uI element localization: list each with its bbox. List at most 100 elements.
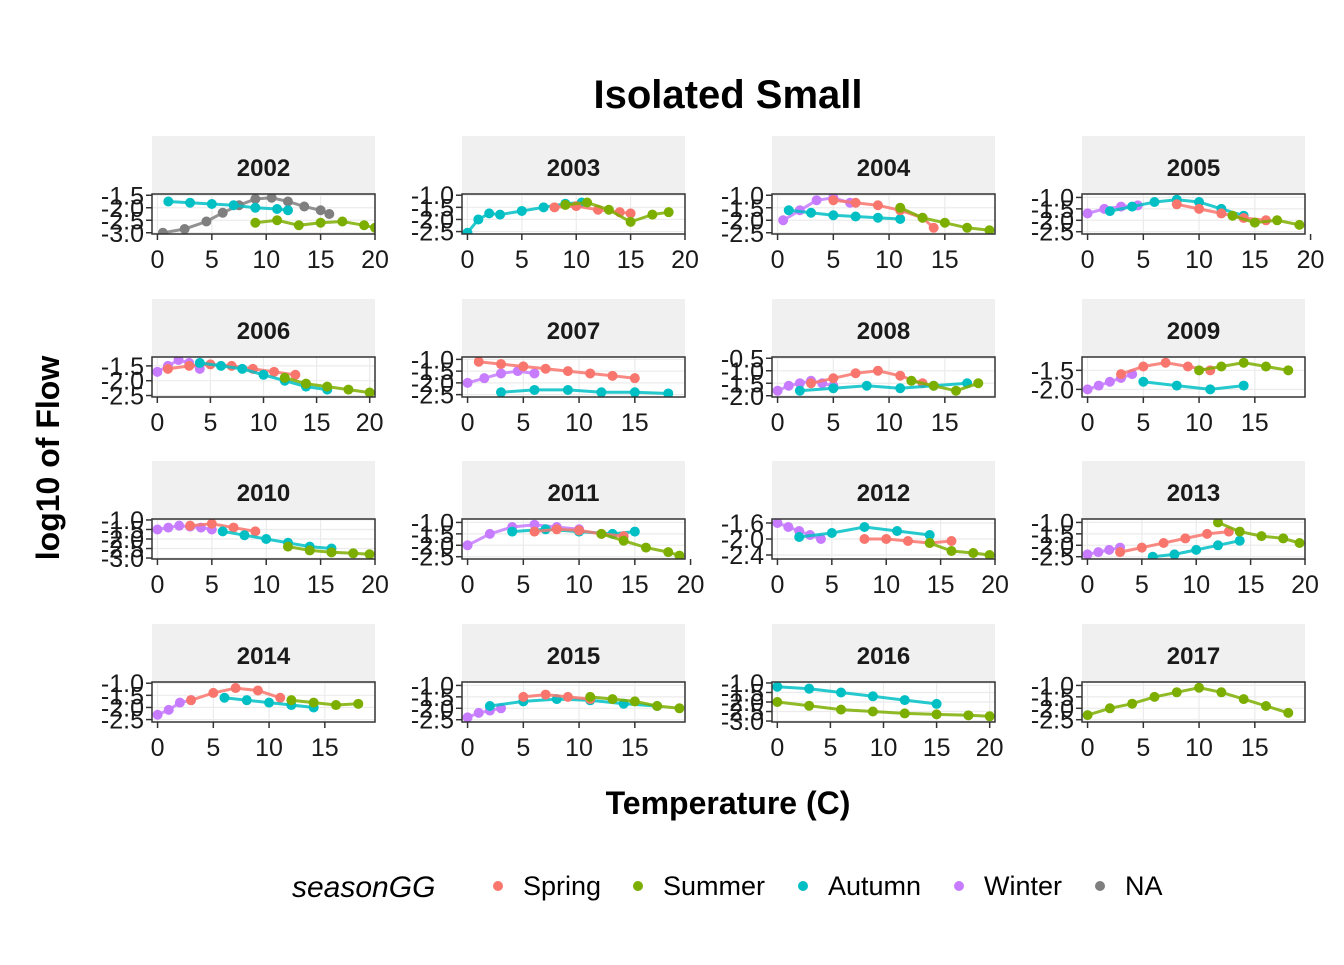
y-tick-label: -2.0 bbox=[101, 368, 144, 396]
series-autumn bbox=[163, 196, 293, 216]
data-point bbox=[462, 377, 473, 388]
facet-strip-label: 2015 bbox=[547, 643, 600, 670]
plot-area bbox=[152, 357, 375, 397]
x-tick-label: 0 bbox=[461, 734, 475, 762]
y-tick-label: -2.0 bbox=[411, 206, 454, 234]
smooth-line bbox=[911, 379, 979, 393]
smooth-line bbox=[287, 545, 370, 556]
y-tick-label: -2.0 bbox=[411, 532, 454, 560]
x-tick-label: 20 bbox=[981, 571, 1009, 599]
plot-area bbox=[462, 519, 685, 559]
smooth-line bbox=[467, 706, 502, 719]
facet-strip-label: 2016 bbox=[857, 643, 910, 670]
facet-strip bbox=[1082, 136, 1305, 194]
y-tick-label: -1.5 bbox=[1031, 357, 1074, 385]
y-axis-title: log10 of Flow bbox=[30, 356, 66, 561]
series-summer bbox=[924, 538, 995, 559]
smooth-line bbox=[799, 525, 930, 539]
x-tick-label: 5 bbox=[1136, 409, 1150, 437]
chart-title: Isolated Small bbox=[594, 73, 863, 117]
y-tick-label: -1.0 bbox=[411, 182, 454, 210]
facet-border bbox=[1081, 356, 1306, 398]
y-tick-label: -1.5 bbox=[721, 370, 764, 398]
x-tick-label: 5 bbox=[826, 246, 840, 274]
y-tick-label: -1.5 bbox=[411, 194, 454, 222]
smooth-line bbox=[777, 700, 990, 718]
x-tick-label: 0 bbox=[1081, 409, 1095, 437]
smooth-line bbox=[284, 376, 370, 395]
y-tick-label: -1.6 bbox=[721, 510, 764, 538]
facet-strip bbox=[772, 624, 995, 682]
data-point bbox=[219, 692, 230, 703]
plot-area bbox=[157, 194, 375, 234]
y-tick-label: -2.0 bbox=[101, 526, 144, 554]
data-point bbox=[185, 520, 196, 531]
legend-key bbox=[633, 881, 643, 891]
facet-strip-label: 2011 bbox=[547, 480, 599, 507]
plot-area bbox=[1082, 519, 1305, 559]
facet-2003: 2003 0 5 10 15 20 -1.0-1.5-2.0-2.5 bbox=[411, 136, 699, 274]
x-tick-label: 20 bbox=[361, 571, 389, 599]
x-tick-label: 10 bbox=[252, 571, 280, 599]
legend-item-summer: Summer bbox=[633, 871, 765, 901]
smooth-line bbox=[1152, 539, 1241, 559]
smooth-line bbox=[157, 698, 192, 717]
x-tick-label: 15 bbox=[621, 734, 649, 762]
y-tick-label: -1.0 bbox=[721, 182, 764, 210]
facet-strip-label: 2003 bbox=[547, 155, 600, 182]
facet-border bbox=[461, 681, 686, 723]
x-tick-label: 10 bbox=[565, 409, 593, 437]
facet-border bbox=[461, 193, 686, 235]
legend-key bbox=[1095, 881, 1105, 891]
x-tick-label: 0 bbox=[461, 571, 475, 599]
facet-panel bbox=[1082, 357, 1305, 397]
y-tick-label: -0.5 bbox=[721, 345, 764, 373]
facet-panel bbox=[462, 682, 685, 722]
series-summer bbox=[282, 541, 375, 559]
x-tick-label: 20 bbox=[677, 571, 705, 599]
y-tick-label: -2.5 bbox=[101, 707, 144, 735]
facet-2005: 2005 0 5 10 15 20 -1.0-1.5-2.0-2.5 bbox=[1031, 136, 1325, 274]
y-tick-label: -1.5 bbox=[101, 353, 144, 381]
plot-area bbox=[772, 682, 995, 722]
x-tick-label: 10 bbox=[565, 571, 593, 599]
facet-strip bbox=[772, 461, 995, 519]
x-tick-label: 15 bbox=[927, 571, 955, 599]
plot-area bbox=[1082, 682, 1294, 721]
y-tick-label: -2.0 bbox=[411, 370, 454, 398]
series-autumn bbox=[496, 384, 674, 397]
y-tick-label: -2.0 bbox=[721, 207, 764, 235]
x-tick-label: 0 bbox=[150, 409, 164, 437]
facet-2013: 2013 0 5 10 15 20 -1.0-1.5-2.0-2.5 bbox=[1031, 461, 1319, 599]
facet-border bbox=[151, 681, 376, 723]
y-tick-label: -3.0 bbox=[101, 220, 144, 248]
y-tick-label: -1.5 bbox=[411, 521, 454, 549]
series-summer bbox=[1082, 682, 1294, 721]
y-tick-label: -2.0 bbox=[1031, 695, 1074, 723]
plot-area bbox=[1082, 194, 1305, 230]
y-tick-label: -2.5 bbox=[411, 707, 454, 735]
x-tick-label: 20 bbox=[976, 734, 1004, 762]
facet-border bbox=[1081, 518, 1306, 560]
facet-2002: 2002 0 5 10 15 20 -1.5-2.0-2.5-3.0 bbox=[101, 136, 389, 274]
x-tick-label: 15 bbox=[307, 571, 335, 599]
x-tick-label: 10 bbox=[875, 246, 903, 274]
smooth-line bbox=[864, 537, 952, 545]
smooth-line bbox=[929, 541, 990, 557]
smooth-line bbox=[1143, 380, 1244, 391]
x-tick-label: 20 bbox=[1297, 246, 1325, 274]
y-tick-label: -1.0 bbox=[1031, 184, 1074, 212]
smooth-line bbox=[776, 379, 834, 393]
facet-strip-label: 2005 bbox=[1167, 155, 1220, 182]
data-point bbox=[1294, 219, 1305, 230]
data-point bbox=[529, 526, 540, 537]
series-summer bbox=[906, 375, 984, 396]
x-tick-label: 5 bbox=[1136, 734, 1150, 762]
x-tick-label: 15 bbox=[311, 734, 339, 762]
facet-panel bbox=[462, 519, 685, 559]
y-tick-label: -2.5 bbox=[1031, 544, 1074, 572]
y-tick-label: -2.0 bbox=[1031, 376, 1074, 404]
x-tick-label: 0 bbox=[771, 246, 785, 274]
data-point bbox=[924, 530, 935, 540]
